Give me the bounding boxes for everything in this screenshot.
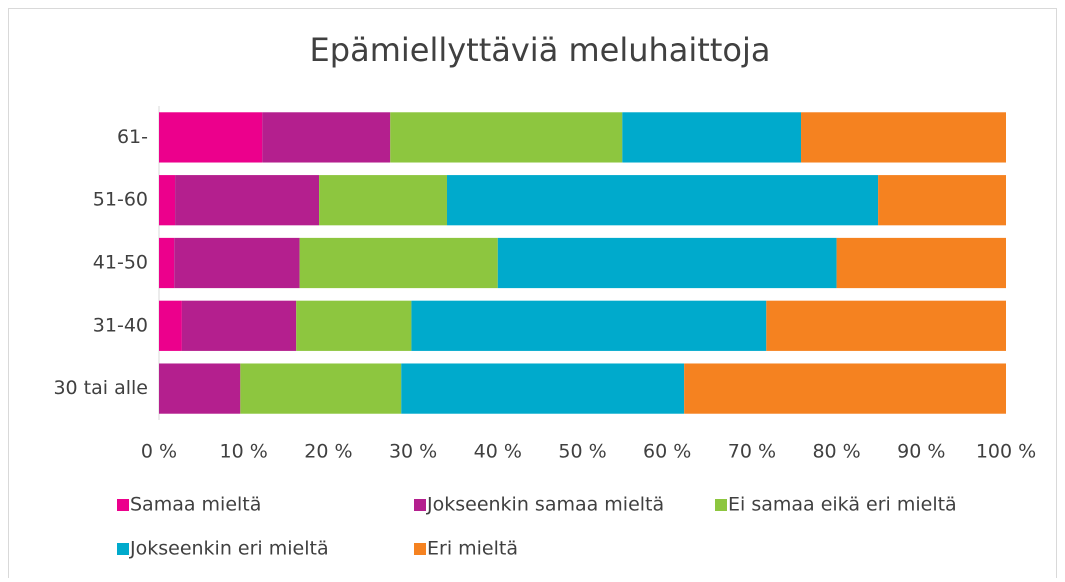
y-tick-label: 41-50 xyxy=(93,252,148,274)
x-tick-label: 100 % xyxy=(976,441,1036,463)
bar-segment xyxy=(262,112,391,163)
bar-segment xyxy=(159,237,175,289)
bar-segment xyxy=(181,300,297,351)
bar-segment xyxy=(296,300,412,351)
bar-segment xyxy=(878,175,1006,226)
bar-segment xyxy=(684,363,1006,414)
x-tick-label: 30 % xyxy=(389,441,437,463)
bar-segment xyxy=(159,300,182,351)
y-tick-label: 30 tai alle xyxy=(53,377,148,399)
bar-segment xyxy=(411,300,767,351)
legend-swatch xyxy=(117,543,129,555)
x-tick-label: 60 % xyxy=(643,441,691,463)
legend-label: Samaa mieltä xyxy=(130,494,261,516)
x-tick-label: 90 % xyxy=(897,441,945,463)
bar-segment xyxy=(240,363,402,414)
bar-segment xyxy=(159,112,263,163)
bar-segment xyxy=(175,175,320,226)
bar-segment xyxy=(497,237,837,289)
bar-segment xyxy=(836,237,1006,289)
bar-segment xyxy=(159,175,176,226)
bar-segment xyxy=(390,112,623,163)
bar-segment xyxy=(622,112,802,163)
bar-segment xyxy=(801,112,1006,163)
x-tick-label: 80 % xyxy=(812,441,860,463)
bar-segment xyxy=(319,175,447,226)
bar-segment xyxy=(401,363,685,414)
chart-title: Epämiellyttäviä meluhaittoja xyxy=(310,31,771,69)
chart-frame xyxy=(8,8,1057,582)
bar-segment xyxy=(766,300,1006,351)
bar-segment xyxy=(446,175,879,226)
y-tick-label: 51-60 xyxy=(93,189,148,211)
y-tick-label: 31-40 xyxy=(93,314,148,336)
x-tick-label: 40 % xyxy=(474,441,522,463)
legend-swatch xyxy=(117,499,129,511)
bar-segment xyxy=(159,363,241,414)
bar-segment xyxy=(174,237,300,289)
legend-label: Jokseenkin eri mieltä xyxy=(129,538,329,560)
x-tick-label: 70 % xyxy=(728,441,776,463)
bar-segment xyxy=(299,237,498,289)
x-tick-label: 0 % xyxy=(141,441,177,463)
legend-label: Jokseenkin samaa mieltä xyxy=(426,494,664,516)
y-tick-label: 61- xyxy=(117,126,148,148)
legend-label: Eri mieltä xyxy=(427,538,518,560)
legend-swatch xyxy=(414,543,426,555)
legend-swatch xyxy=(715,499,727,511)
x-tick-label: 20 % xyxy=(304,441,352,463)
legend-swatch xyxy=(414,499,426,511)
legend-label: Ei samaa eikä eri mieltä xyxy=(728,494,957,516)
x-tick-label: 10 % xyxy=(220,441,268,463)
x-tick-label: 50 % xyxy=(558,441,606,463)
